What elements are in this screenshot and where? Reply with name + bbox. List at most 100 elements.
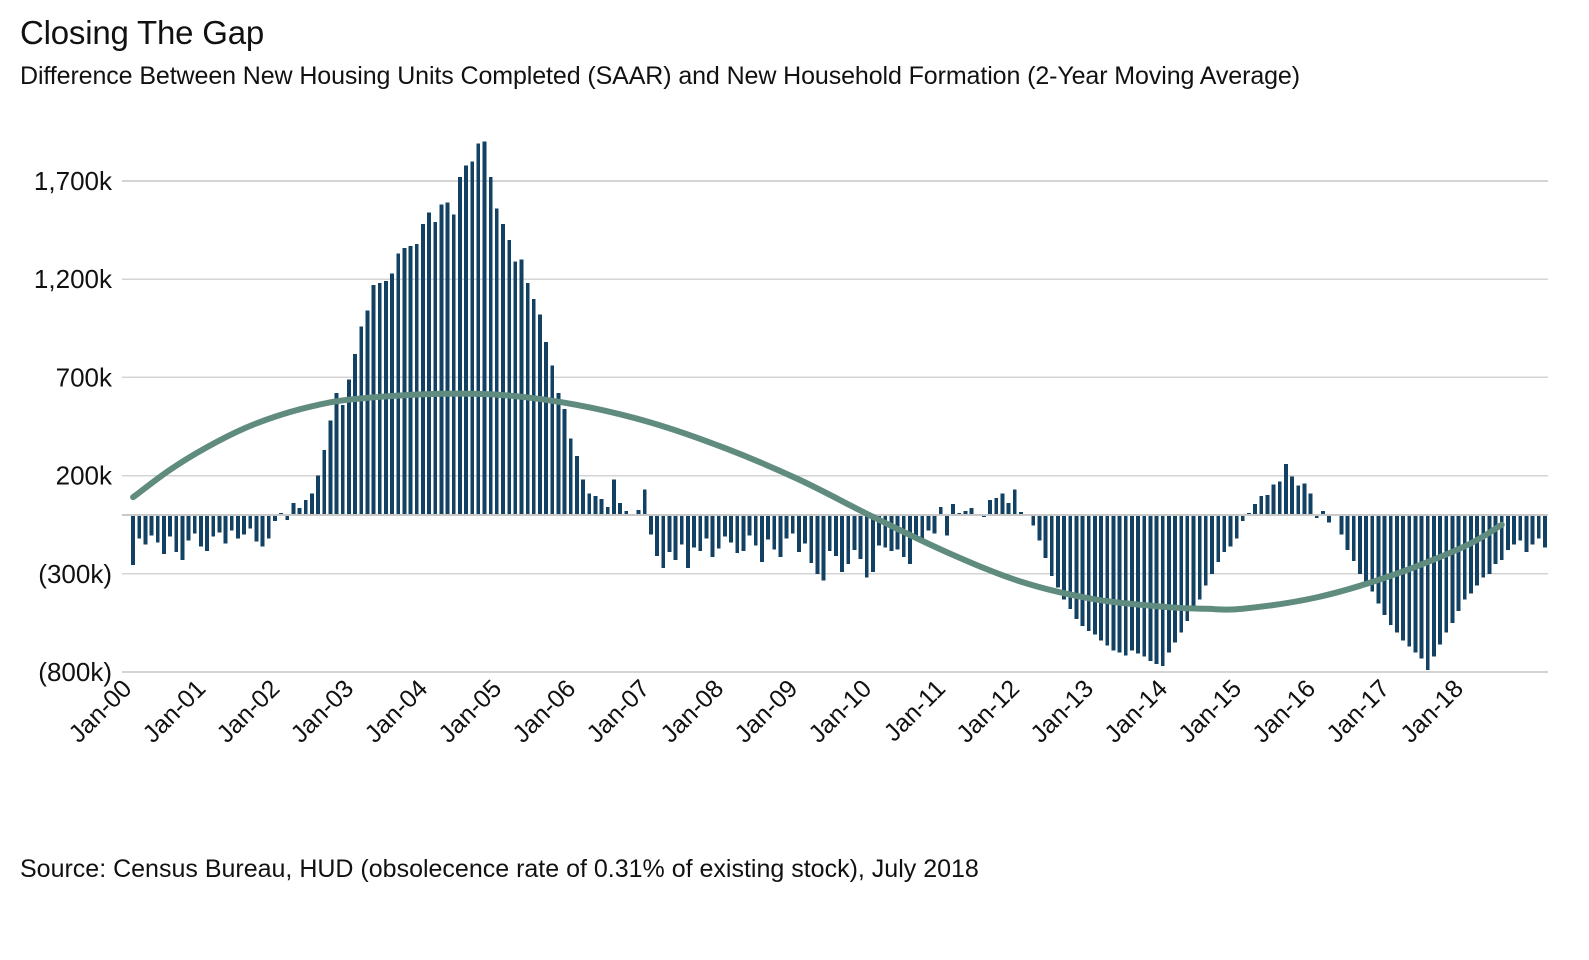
bar xyxy=(1006,503,1011,515)
bar xyxy=(260,514,265,547)
bar xyxy=(907,514,912,564)
bar xyxy=(1117,514,1122,653)
bar xyxy=(470,161,475,515)
bar xyxy=(346,379,351,515)
y-tick-label: 700k xyxy=(56,362,113,392)
bar xyxy=(143,514,148,545)
bar xyxy=(938,507,943,515)
bar xyxy=(1512,514,1516,545)
bar xyxy=(673,514,678,561)
bar xyxy=(723,514,727,537)
bar xyxy=(883,514,888,548)
bar xyxy=(1339,514,1344,535)
bar xyxy=(587,493,592,515)
bar xyxy=(223,514,228,544)
bar xyxy=(1499,514,1504,561)
bar xyxy=(753,514,758,546)
bar xyxy=(735,514,740,554)
bar xyxy=(501,224,505,515)
bar xyxy=(1191,514,1196,610)
bar xyxy=(451,214,456,515)
bar xyxy=(1099,514,1103,641)
bar xyxy=(513,261,518,515)
y-tick-label: 1,200k xyxy=(34,264,113,294)
grid-lines xyxy=(122,180,1548,673)
bar xyxy=(248,514,253,529)
bar xyxy=(420,224,425,515)
bar xyxy=(834,514,838,557)
bar xyxy=(205,514,209,552)
bar xyxy=(198,514,203,547)
x-axis-labels: Jan-00 Jan-01 Jan-02 Jan-03 Jan-04 Jan-05 Jan-… xyxy=(63,674,1469,748)
bar xyxy=(353,353,357,515)
bar xyxy=(439,204,444,515)
bar xyxy=(1197,514,1202,600)
bar xyxy=(414,243,419,515)
bar xyxy=(803,514,807,544)
bar xyxy=(1364,514,1369,582)
x-tick-label: Jan-11 xyxy=(879,674,952,747)
bar xyxy=(840,514,844,572)
x-tick-label: Jan-09 xyxy=(729,674,803,748)
bar xyxy=(1438,514,1443,645)
bar xyxy=(1086,514,1091,631)
bar xyxy=(821,514,826,581)
bar xyxy=(797,514,801,553)
bar xyxy=(131,514,135,565)
bar xyxy=(1481,514,1486,578)
bar xyxy=(1290,476,1295,515)
bar xyxy=(951,504,955,515)
bar xyxy=(593,496,598,515)
bar xyxy=(1111,514,1116,651)
bar xyxy=(1216,514,1221,563)
bar xyxy=(1493,514,1498,564)
bar xyxy=(1062,514,1066,600)
bar xyxy=(1345,514,1350,551)
bar xyxy=(174,514,179,553)
bar xyxy=(1456,514,1461,612)
bar xyxy=(297,508,302,515)
bar xyxy=(396,253,401,515)
bar xyxy=(1271,484,1276,515)
bar xyxy=(464,165,468,515)
bar xyxy=(692,514,697,548)
bar xyxy=(1506,514,1510,551)
bar xyxy=(766,514,771,540)
bar xyxy=(963,510,968,515)
bar xyxy=(316,475,320,515)
bar xyxy=(852,514,857,551)
bar xyxy=(642,489,647,515)
bar xyxy=(1203,514,1208,586)
bar xyxy=(1253,504,1258,515)
bar xyxy=(1413,514,1418,653)
bar xyxy=(1450,514,1455,623)
bar xyxy=(969,508,974,515)
page-title: Closing The Gap xyxy=(20,14,265,51)
bar xyxy=(1068,514,1073,610)
bar xyxy=(519,259,524,515)
x-tick-label: Jan-14 xyxy=(1099,674,1173,748)
bar xyxy=(137,514,142,539)
x-tick-label: Jan-08 xyxy=(655,674,729,748)
bar xyxy=(568,438,573,515)
bar xyxy=(1277,481,1282,515)
bar xyxy=(920,514,925,539)
bar xyxy=(1136,514,1140,654)
bar xyxy=(303,500,308,515)
bar xyxy=(686,514,690,568)
y-tick-label: (800k) xyxy=(38,657,112,687)
bar xyxy=(359,326,364,515)
x-tick-label: Jan-01 xyxy=(137,674,211,748)
bar xyxy=(1327,514,1332,523)
bar xyxy=(1401,514,1406,641)
bar xyxy=(1074,514,1079,619)
bar xyxy=(445,202,450,515)
x-tick-label: Jan-15 xyxy=(1173,674,1247,748)
bar xyxy=(988,500,992,515)
bar xyxy=(1536,514,1541,539)
bar xyxy=(408,245,413,515)
bar xyxy=(846,514,851,564)
bar xyxy=(901,514,906,558)
bar xyxy=(1185,514,1190,621)
